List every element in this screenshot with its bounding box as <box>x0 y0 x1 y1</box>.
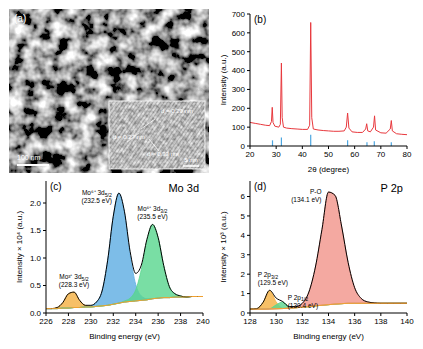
svg-text:30: 30 <box>272 150 281 159</box>
svg-text:40: 40 <box>298 150 307 159</box>
svg-text:1: 1 <box>241 289 246 298</box>
svg-text:0: 0 <box>241 142 246 151</box>
svg-text:400: 400 <box>232 66 246 75</box>
svg-text:4: 4 <box>241 231 246 240</box>
svg-text:(235.5 eV): (235.5 eV) <box>137 213 167 221</box>
svg-text:d = 0.20 nm: d = 0.20 nm <box>161 108 193 114</box>
svg-text:1.0: 1.0 <box>30 254 42 263</box>
svg-text:P-O: P-O <box>310 188 322 195</box>
svg-text:(232.5 eV): (232.5 eV) <box>82 197 112 205</box>
html-text:P 2p: P 2p <box>380 182 403 194</box>
svg-text:5: 5 <box>241 212 246 221</box>
svg-text:140: 140 <box>400 317 414 326</box>
svg-text:2θ (degree): 2θ (degree) <box>308 165 350 174</box>
svg-text:5 nm: 5 nm <box>184 157 197 163</box>
svg-text:50: 50 <box>324 150 333 159</box>
html-text:(c): (c) <box>50 181 62 192</box>
svg-text:3: 3 <box>241 251 246 260</box>
svg-text:Binding energy (eV): Binding energy (eV) <box>293 332 364 341</box>
svg-text:240: 240 <box>196 317 210 326</box>
svg-text:0: 0 <box>241 309 246 318</box>
svg-text:130: 130 <box>269 317 283 326</box>
svg-text:100: 100 <box>232 123 246 132</box>
svg-text:P 2p3/2: P 2p3/2 <box>257 271 279 280</box>
svg-text:70: 70 <box>376 150 385 159</box>
svg-text:(228.3 eV): (228.3 eV) <box>59 281 89 289</box>
svg-text:0.5: 0.5 <box>30 281 42 290</box>
svg-text:6: 6 <box>241 192 246 201</box>
html-text:Mo⁶⁺ 3d 3/2: Mo⁶⁺ 3d 3/2 <box>137 205 168 214</box>
svg-text:234: 234 <box>129 317 143 326</box>
svg-text:d = 0.27 nm: d = 0.27 nm <box>113 134 145 140</box>
svg-text:230: 230 <box>84 317 98 326</box>
svg-text:700: 700 <box>232 10 246 19</box>
svg-text:(130.4 eV): (130.4 eV) <box>288 302 318 310</box>
svg-text:200: 200 <box>232 104 246 113</box>
svg-text:(134.1 eV): (134.1 eV) <box>291 196 321 204</box>
html-text:Mo³⁺ 3d 5/2: Mo³⁺ 3d 5/2 <box>59 273 89 282</box>
svg-text:Binding energy (eV): Binding energy (eV) <box>89 332 160 341</box>
svg-text:236: 236 <box>151 317 165 326</box>
svg-text:0.0: 0.0 <box>30 309 42 318</box>
svg-text:(a): (a) <box>14 13 26 24</box>
svg-text:500: 500 <box>232 48 246 57</box>
svg-text:132: 132 <box>296 317 310 326</box>
svg-text:2.0: 2.0 <box>30 199 42 208</box>
svg-text:300: 300 <box>232 85 246 94</box>
svg-text:60: 60 <box>350 150 359 159</box>
html-text:(b): (b) <box>254 14 267 25</box>
svg-text:Intensity × 10³ (a.u.): Intensity × 10³ (a.u.) <box>219 211 228 283</box>
html-text:(d): (d) <box>254 181 267 192</box>
svg-text:Intensity (a.u.): Intensity (a.u.) <box>219 54 228 105</box>
svg-text:136: 136 <box>348 317 362 326</box>
svg-text:80: 80 <box>403 150 412 159</box>
svg-text:134: 134 <box>322 317 336 326</box>
svg-text:(129.5 eV): (129.5 eV) <box>258 279 288 287</box>
html-text:Mo⁶⁺ 3d 5/2: Mo⁶⁺ 3d 5/2 <box>81 189 112 198</box>
svg-text:138: 138 <box>374 317 388 326</box>
svg-text:d = 0.33 nm: d = 0.33 nm <box>147 151 179 157</box>
html-text:Mo 3d: Mo 3d <box>168 182 199 194</box>
svg-text:128: 128 <box>243 317 257 326</box>
svg-text:600: 600 <box>232 29 246 38</box>
svg-text:226: 226 <box>39 317 53 326</box>
svg-text:232: 232 <box>107 317 121 326</box>
svg-text:20: 20 <box>246 150 255 159</box>
svg-text:238: 238 <box>174 317 188 326</box>
svg-text:Intensity × 10⁴ (a.u.): Intensity × 10⁴ (a.u.) <box>15 211 24 283</box>
svg-text:1.5: 1.5 <box>30 226 42 235</box>
svg-text:100 nm: 100 nm <box>17 154 41 161</box>
svg-text:2: 2 <box>241 270 246 279</box>
svg-text:P 2p1/2: P 2p1/2 <box>287 293 309 303</box>
svg-text:228: 228 <box>62 317 76 326</box>
